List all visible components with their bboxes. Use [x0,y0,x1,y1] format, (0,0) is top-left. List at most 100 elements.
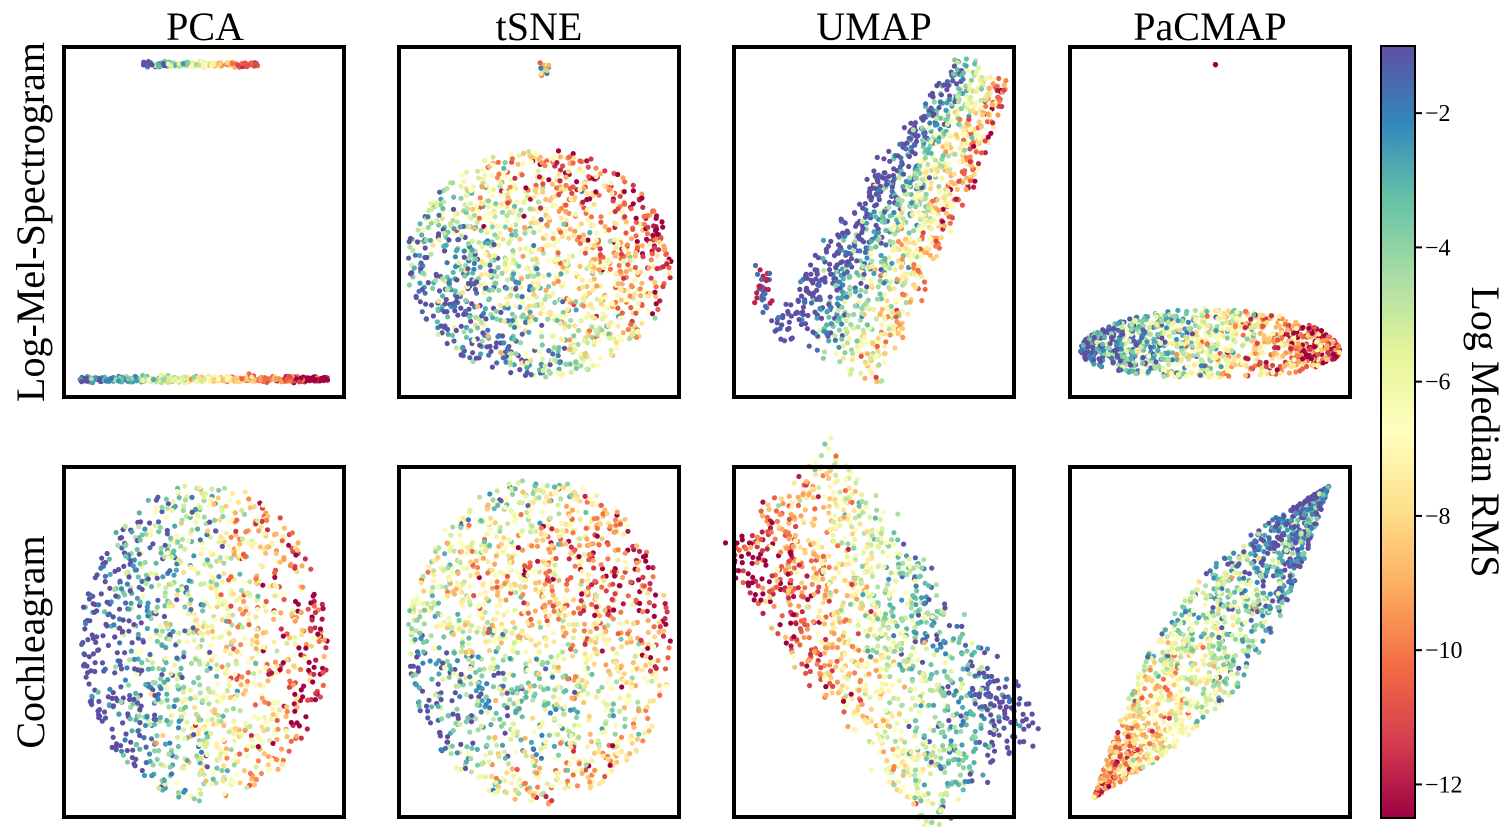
scatter-point [897,141,903,147]
scatter-point [1133,341,1139,348]
row-label-log-mel-spectrogram: Log-Mel-Spectrogram [8,42,53,402]
scatter-point [874,154,880,160]
scatter-point [915,267,921,274]
scatter-point [653,284,659,290]
panel-frame [62,45,346,399]
scatter-point [844,294,850,300]
scatter-point [444,286,450,293]
scatter-point [1324,343,1330,349]
scatter-point [546,368,552,374]
scatter-point [460,289,466,296]
scatter-point [1284,331,1290,337]
scatter-point [1163,325,1170,331]
scatter-point [498,309,504,315]
scatter-point [493,344,499,350]
scatter-point [136,510,142,516]
scatter-point [444,340,450,347]
scatter-point [492,253,498,259]
scatter-point [917,163,923,169]
scatter-point [1219,371,1225,377]
scatter-point [501,318,507,324]
scatter-point [897,223,903,229]
scatter-point [1246,330,1252,336]
scatter-point [470,350,476,356]
scatter-point [889,260,895,266]
scatter-point [265,376,271,382]
scatter-point [463,193,469,199]
scatter-point [510,271,517,277]
scatter-point [452,254,458,260]
scatter-point [428,302,435,308]
scatter-point [614,345,620,351]
scatter-point [253,60,259,66]
scatter-point [425,214,431,220]
scatter-point [140,377,146,384]
scatter-point [1173,336,1180,342]
scatter-point [146,377,152,383]
scatter-point [530,286,536,292]
scatter-point [580,199,586,205]
scatter-point [545,316,551,322]
scatter-point [552,357,558,363]
scatter-point [634,269,641,275]
scatter-point [198,378,204,384]
scatter-point [304,726,310,732]
scatter-point [538,71,544,77]
scatter-point [590,287,596,293]
scatter-point [888,303,895,309]
scatter-point [441,248,448,254]
scatter-point [241,598,247,605]
scatter-point [255,593,261,599]
scatter-point [922,222,928,228]
scatter-point [474,219,480,225]
scatter-point [973,110,979,116]
scatter-point [277,707,283,713]
scatter-point [1215,315,1221,321]
scatter-point [927,236,934,242]
scatter-point [454,210,461,216]
scatter-point [561,221,567,227]
scatter-point [533,316,539,323]
scatter-point [786,325,792,331]
scatter-point [598,219,604,225]
scatter-point [112,664,118,670]
scatter-point [527,309,533,315]
scatter-point [1213,306,1220,312]
scatter-point [467,251,474,258]
scatter-point [520,299,526,305]
scatter-point [458,267,465,273]
scatter-point [487,210,493,216]
scatter-point [1262,343,1268,349]
scatter-point [116,378,122,384]
scatter-point [516,212,522,218]
scatter-point [547,362,553,368]
scatter-point [960,132,966,138]
scatter-point [847,284,853,290]
scatter-point [1136,323,1142,329]
scatter-point [240,611,246,617]
scatter-point [442,301,448,307]
scatter-point [621,246,627,252]
scatter-point [928,105,934,111]
scatter-point [630,226,636,232]
scatter-point [539,322,545,328]
scatter-point [430,285,436,291]
scatter-point [195,62,201,68]
scatter-point [539,333,545,340]
scatter-point [800,304,807,310]
scatter-point [572,323,578,329]
scatter-point [488,268,494,274]
scatter-point [85,637,91,643]
scatter-point [557,167,564,173]
scatter-point [502,189,508,195]
scatter-point [659,219,665,225]
scatter-point [1183,373,1190,379]
scatter-point [561,280,567,287]
scatter-point [573,359,579,365]
scatter-point [1194,352,1200,358]
scatter-point [946,160,952,166]
scatter-point [966,86,973,92]
scatter-point [1152,364,1158,370]
scatter-point [973,149,979,155]
scatter-point [463,324,469,330]
